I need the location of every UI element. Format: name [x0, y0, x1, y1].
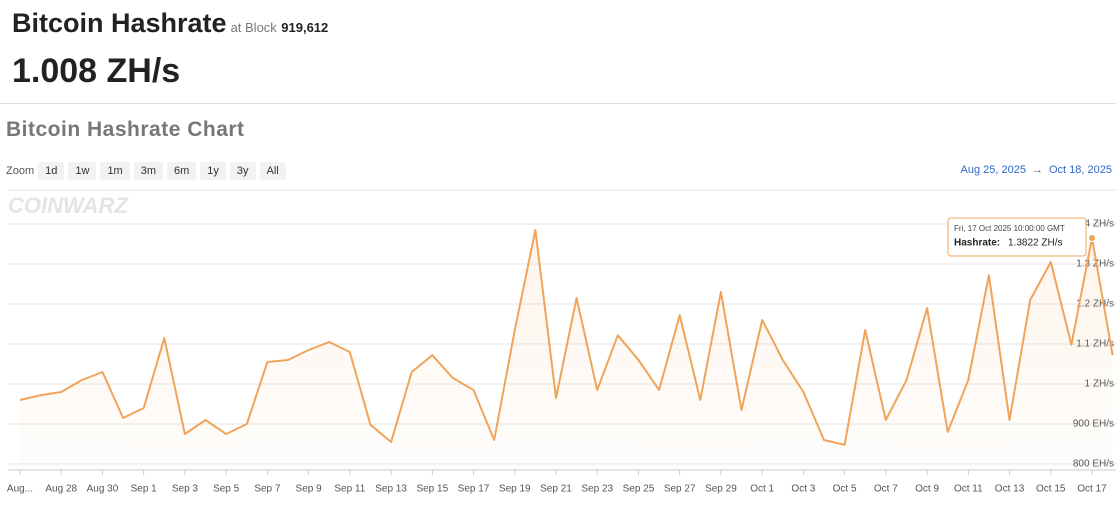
zoom-button[interactable]: 1d: [38, 162, 65, 180]
zoom-button[interactable]: 3m: [133, 162, 163, 180]
zoom-label: Zoom: [6, 165, 35, 177]
zoom-bar: Zoom 1d 1w 1m 3m 6m 1y 3y All: [6, 162, 286, 180]
x-tick-label: Sep 1: [131, 484, 158, 495]
zoom-button[interactable]: 1w: [68, 162, 97, 180]
x-tick-label: Sep 11: [334, 484, 365, 495]
block-prefix: at Block: [230, 20, 277, 35]
range-arrow: →: [1032, 164, 1043, 176]
zoom-button[interactable]: 3y: [229, 162, 256, 180]
current-hashrate: 1.008 ZH/s: [12, 52, 181, 90]
chart-heading: Bitcoin Hashrate Chart: [6, 118, 245, 141]
title: Bitcoin Hashrate: [12, 8, 227, 38]
x-tick-label: Sep 13: [375, 484, 407, 495]
x-tick-label: Sep 15: [416, 484, 448, 495]
zoom-button[interactable]: 1m: [100, 162, 130, 180]
x-tick-label: Aug 28: [45, 484, 77, 495]
x-tick-label: Sep 23: [581, 484, 613, 495]
x-tick-label: Sep 3: [172, 484, 199, 495]
x-tick-label: Aug 30: [87, 484, 119, 495]
line: [19, 229, 1114, 446]
x-tick-label: Sep 21: [540, 484, 572, 495]
tooltip-date: Fri, 17 Oct 2025 10:00:00 GMT: [954, 224, 1065, 233]
zoom-button[interactable]: 1y: [200, 162, 226, 180]
x-tick-label: Sep 5: [213, 484, 240, 495]
range-to[interactable]: Oct 18, 2025: [1049, 164, 1112, 176]
tooltip-label: Hashrate:: [954, 238, 1000, 249]
x-tick-label: Oct 1: [750, 484, 774, 495]
date-range: Aug 25, 2025 → Oct 18, 2025: [961, 164, 1112, 176]
x-tick-label: Oct 15: [1036, 484, 1066, 495]
x-tick-label: Oct 9: [915, 484, 939, 495]
x-tick-label: Sep 17: [458, 484, 490, 495]
x-tick-label: Sep 27: [664, 484, 696, 495]
x-tick-label: Sep 7: [254, 484, 281, 495]
tooltip-value: 1.3822 ZH/s: [1008, 238, 1062, 249]
tooltip-box: [947, 217, 1087, 257]
separator: [0, 103, 1116, 104]
hover-point: [1088, 234, 1096, 242]
x-tick-label: Oct 17: [1077, 484, 1107, 495]
x-tick-label: Sep 19: [499, 484, 531, 495]
zoom-button[interactable]: All: [259, 162, 286, 180]
range-from[interactable]: Aug 25, 2025: [960, 164, 1026, 176]
x-tick-label: Aug...: [7, 484, 33, 495]
x-tick-label: Sep 29: [705, 484, 737, 495]
watermark: COINWARZ: [8, 193, 129, 218]
header: Bitcoin Hashrate at Block 919,612: [12, 8, 328, 39]
x-tick-label: Oct 5: [833, 484, 857, 495]
zoom-button[interactable]: 6m: [167, 162, 197, 180]
x-tick-label: Oct 13: [995, 484, 1025, 495]
x-tick-label: Sep 9: [296, 484, 323, 495]
block-number: 919,612: [281, 20, 329, 35]
x-tick-label: Oct 7: [874, 484, 898, 495]
x-tick-label: Oct 11: [954, 484, 983, 495]
y-tick-label: 1.4 ZH/s: [1076, 219, 1114, 230]
x-tick-label: Oct 3: [791, 484, 815, 495]
x-tick-label: Sep 25: [623, 484, 655, 495]
